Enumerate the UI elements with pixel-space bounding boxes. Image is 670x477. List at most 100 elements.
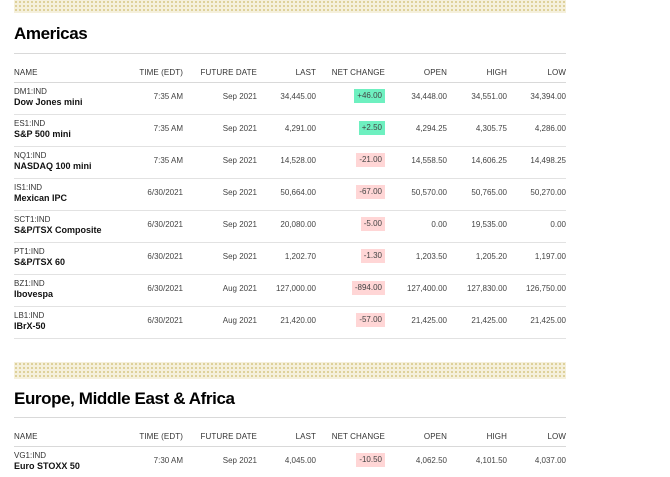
open-cell: 14,558.50 [411, 156, 447, 165]
col-low[interactable]: LOW [547, 432, 566, 441]
ticker-link[interactable]: NQ1:IND [14, 151, 47, 160]
open-cell: 127,400.00 [406, 284, 447, 293]
time-cell: 7:30 AM [153, 456, 183, 465]
last-cell: 50,664.00 [280, 188, 316, 197]
high-cell: 127,830.00 [466, 284, 507, 293]
col-future-date[interactable]: FUTURE DATE [200, 432, 257, 441]
table-row[interactable]: IS1:IND Mexican IPC 6/30/2021 Sep 2021 50,66… [14, 179, 566, 211]
table-row[interactable]: BZ1:IND Ibovespa 6/30/2021 Aug 2021 127,000.… [14, 275, 566, 307]
high-cell: 19,535.00 [471, 220, 507, 229]
last-cell: 4,045.00 [284, 456, 316, 465]
decorative-band-mid [14, 362, 566, 379]
low-cell: 0.00 [550, 220, 566, 229]
col-net-change[interactable]: NET CHANGE [331, 432, 385, 441]
last-cell: 1,202.70 [284, 252, 316, 261]
time-cell: 7:35 AM [153, 92, 183, 101]
ticker-link[interactable]: IS1:IND [14, 183, 43, 192]
net-change-badge: +46.00 [354, 89, 385, 103]
ticker-link[interactable]: SCT1:IND [14, 215, 51, 224]
ticker-link[interactable]: DM1:IND [14, 87, 47, 96]
col-net-change[interactable]: NET CHANGE [331, 68, 385, 77]
net-change-badge: -894.00 [351, 281, 385, 295]
decorative-band-top [14, 0, 566, 13]
high-cell: 4,101.50 [475, 456, 507, 465]
high-cell: 21,425.00 [471, 316, 507, 325]
instrument-name: S&P/TSX Composite [14, 225, 102, 235]
net-change-badge: -67.00 [356, 185, 385, 199]
section-title-emea: Europe, Middle East & Africa [14, 389, 235, 408]
col-name[interactable]: NAME [14, 432, 38, 441]
open-cell: 4,062.50 [415, 456, 447, 465]
future-date-cell: Aug 2021 [222, 316, 257, 325]
open-cell: 21,425.00 [411, 316, 447, 325]
table-header-americas: NAME TIME (EDT) FUTURE DATE LAST NET CHA… [14, 68, 566, 80]
low-cell: 4,286.00 [534, 124, 566, 133]
col-high[interactable]: HIGH [486, 68, 507, 77]
future-date-cell: Sep 2021 [222, 124, 257, 133]
table-row[interactable]: NQ1:IND NASDAQ 100 mini 7:35 AM Sep 2021 14,… [14, 147, 566, 179]
high-cell: 34,551.00 [471, 92, 507, 101]
ticker-link[interactable]: PT1:IND [14, 247, 45, 256]
future-date-cell: Sep 2021 [222, 252, 257, 261]
low-cell: 50,270.00 [530, 188, 566, 197]
divider [14, 446, 566, 447]
instrument-name: Dow Jones mini [14, 97, 83, 107]
net-change-badge: -10.50 [356, 453, 385, 467]
time-cell: 6/30/2021 [147, 220, 183, 229]
last-cell: 14,528.00 [280, 156, 316, 165]
future-date-cell: Sep 2021 [222, 92, 257, 101]
col-last[interactable]: LAST [295, 432, 316, 441]
time-cell: 6/30/2021 [147, 252, 183, 261]
col-low[interactable]: LOW [547, 68, 566, 77]
instrument-name: Ibovespa [14, 289, 54, 299]
ticker-link[interactable]: BZ1:IND [14, 279, 45, 288]
col-open[interactable]: OPEN [423, 432, 447, 441]
time-cell: 6/30/2021 [147, 316, 183, 325]
instrument-name: S&P 500 mini [14, 129, 71, 139]
col-open[interactable]: OPEN [423, 68, 447, 77]
ticker-link[interactable]: ES1:IND [14, 119, 46, 128]
col-time[interactable]: TIME (EDT) [139, 432, 183, 441]
divider [14, 53, 566, 54]
col-high[interactable]: HIGH [486, 432, 507, 441]
net-change-badge: -57.00 [356, 313, 385, 327]
col-name[interactable]: NAME [14, 68, 38, 77]
ticker-link[interactable]: VG1:IND [14, 451, 47, 460]
high-cell: 4,305.75 [475, 124, 507, 133]
time-cell: 6/30/2021 [147, 188, 183, 197]
future-date-cell: Sep 2021 [222, 156, 257, 165]
open-cell: 34,448.00 [411, 92, 447, 101]
future-date-cell: Sep 2021 [222, 220, 257, 229]
ticker-link[interactable]: LB1:IND [14, 311, 45, 320]
table-row[interactable]: DM1:IND Dow Jones mini 7:35 AM Sep 2021 34,4… [14, 83, 566, 115]
low-cell: 4,037.00 [534, 456, 566, 465]
col-time[interactable]: TIME (EDT) [139, 68, 183, 77]
open-cell: 1,203.50 [415, 252, 447, 261]
low-cell: 1,197.00 [534, 252, 566, 261]
high-cell: 1,205.20 [475, 252, 507, 261]
col-future-date[interactable]: FUTURE DATE [200, 68, 257, 77]
table-row[interactable]: LB1:IND IBrX-50 6/30/2021 Aug 2021 21,420.00… [14, 307, 566, 339]
table-row[interactable]: PT1:IND S&P/TSX 60 6/30/2021 Sep 2021 1,202.… [14, 243, 566, 275]
last-cell: 4,291.00 [284, 124, 316, 133]
table-row[interactable]: VG1:IND Euro STOXX 50 7:30 AM Sep 2021 4,045… [14, 447, 566, 477]
col-last[interactable]: LAST [295, 68, 316, 77]
instrument-name: Mexican IPC [14, 193, 68, 203]
low-cell: 126,750.00 [525, 284, 566, 293]
table-row[interactable]: ES1:IND S&P 500 mini 7:35 AM Sep 2021 4,291.… [14, 115, 566, 147]
instrument-name: S&P/TSX 60 [14, 257, 66, 267]
net-change-badge: +2.50 [358, 121, 385, 135]
last-cell: 21,420.00 [280, 316, 316, 325]
open-cell: 50,570.00 [411, 188, 447, 197]
low-cell: 34,394.00 [530, 92, 566, 101]
net-change-badge: -5.00 [360, 217, 385, 231]
future-date-cell: Sep 2021 [222, 456, 257, 465]
last-cell: 127,000.00 [275, 284, 316, 293]
instrument-name: NASDAQ 100 mini [14, 161, 92, 171]
time-cell: 7:35 AM [153, 156, 183, 165]
net-change-badge: -21.00 [356, 153, 385, 167]
time-cell: 6/30/2021 [147, 284, 183, 293]
low-cell: 21,425.00 [530, 316, 566, 325]
divider [14, 82, 566, 83]
table-row[interactable]: SCT1:IND S&P/TSX Composite 6/30/2021 Sep 20… [14, 211, 566, 243]
